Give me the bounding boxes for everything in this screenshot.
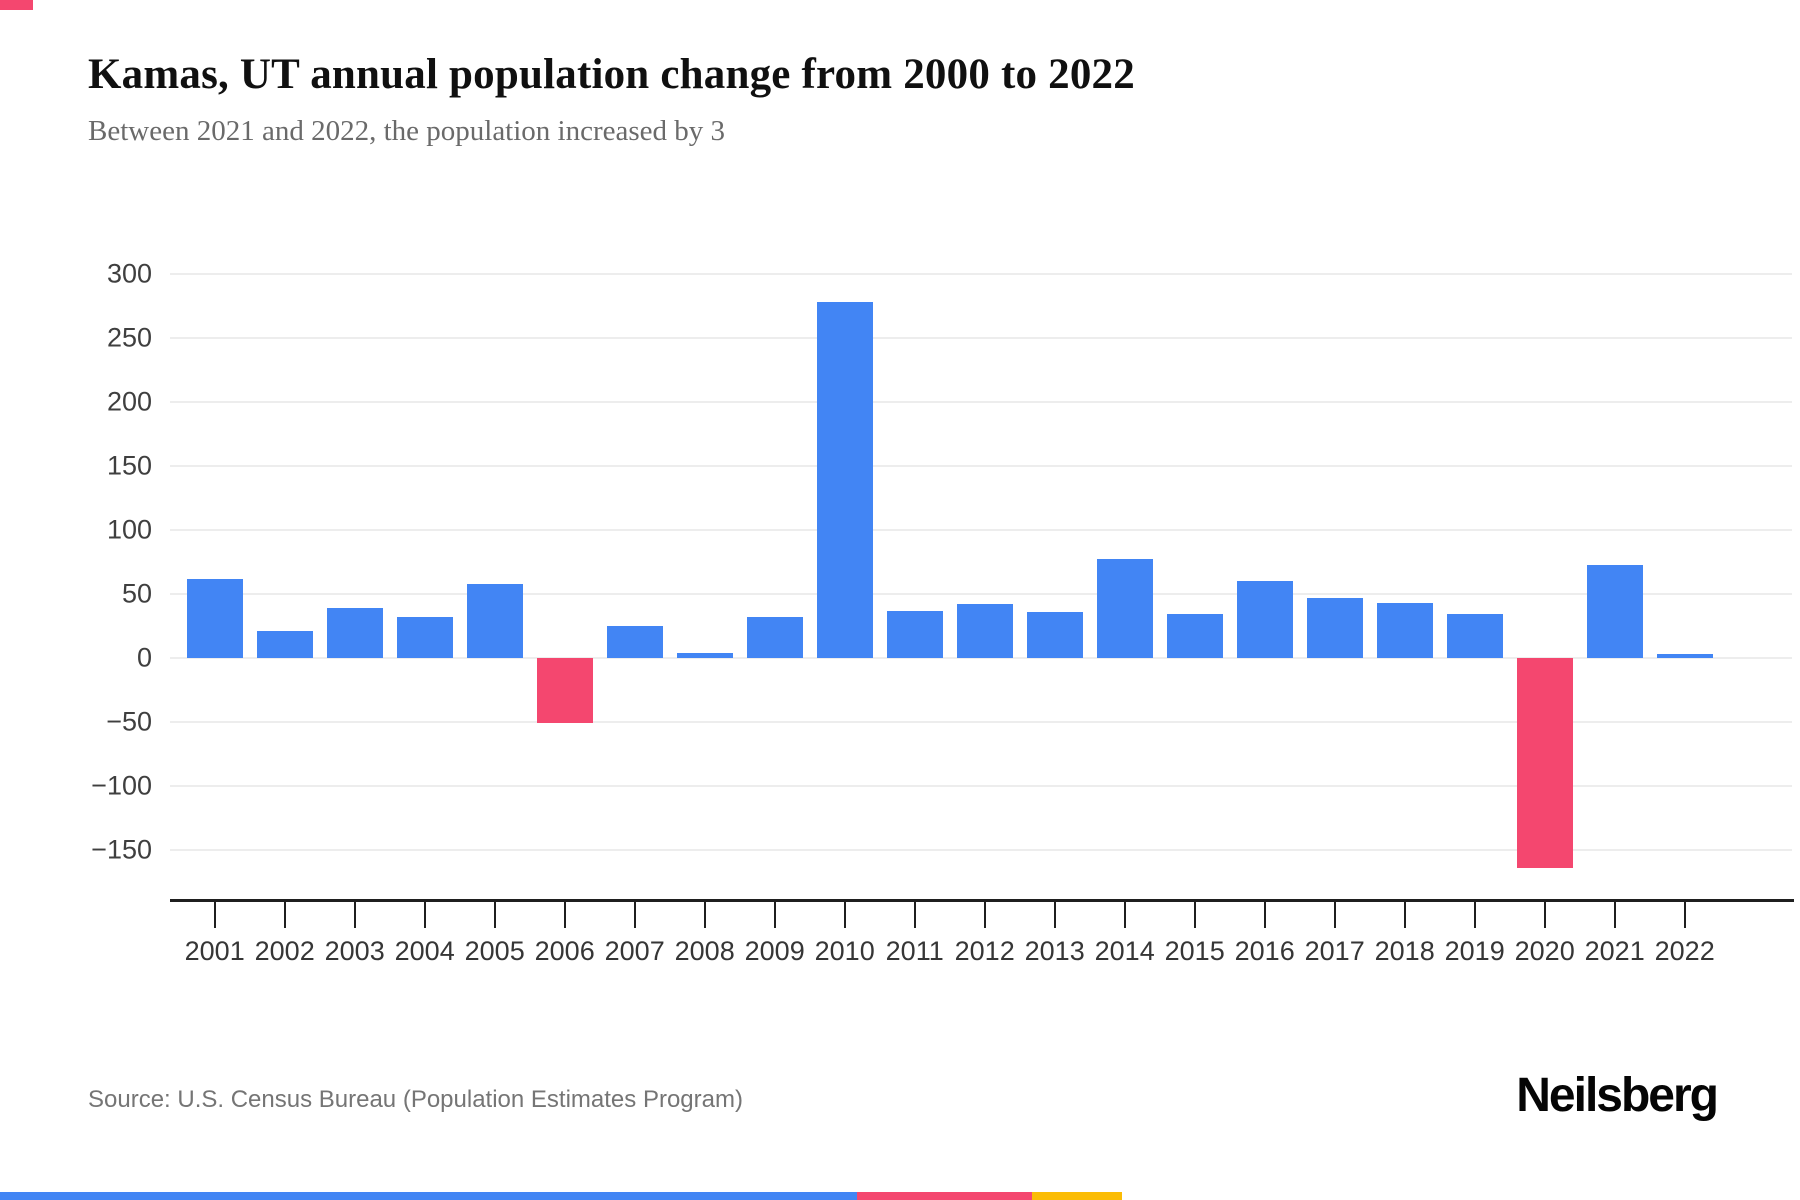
y-axis-tick-label-250: 250 [106,322,152,353]
x-axis-tick-2011 [913,901,916,928]
x-axis-tick-2022 [1683,901,1686,928]
x-axis-tick-label-2001: 2001 [184,936,245,966]
gridline--50 [170,721,1792,723]
x-axis-tick-label-2011: 2011 [885,936,944,966]
bar-2002[interactable] [256,631,313,658]
x-axis-tick-label-2020: 2020 [1514,936,1575,966]
x-axis-tick-2010 [843,901,846,928]
y-axis-tick-label-200: 200 [106,386,152,417]
top-left-brand-fragment [0,0,33,10]
x-axis-tick-2009 [773,901,776,928]
x-axis-tick-2013 [1053,901,1056,928]
x-axis-tick-label-2004: 2004 [394,936,455,966]
x-axis-tick-2003 [353,901,356,928]
x-axis-tick-2019 [1473,901,1476,928]
bar-2012[interactable] [956,604,1013,658]
bar-2016[interactable] [1236,581,1293,658]
x-axis-tick-2008 [703,901,706,928]
neilsberg-logo: Neilsberg [1516,1069,1719,1122]
x-axis-tick-2007 [633,901,636,928]
x-axis-tick-label-2003: 2003 [324,936,385,966]
gridline-150 [170,465,1792,467]
bar-2004[interactable] [396,617,453,658]
x-axis-tick-label-2010: 2010 [814,936,875,966]
x-axis-tick-2002 [283,901,286,928]
x-axis-tick-label-2016: 2016 [1234,936,1295,966]
x-axis-tick-label-2022: 2022 [1654,936,1715,966]
x-axis-tick-2020 [1543,901,1546,928]
bar-2003[interactable] [326,608,383,658]
x-axis-tick-label-2021: 2021 [1584,936,1645,966]
x-axis-tick-label-2007: 2007 [604,936,665,966]
bar-2007[interactable] [606,626,663,658]
bar-2008[interactable] [676,652,733,658]
x-axis-tick-label-2002: 2002 [254,936,315,966]
x-axis-tick-label-2019: 2019 [1444,936,1505,966]
x-axis-tick-2021 [1613,901,1616,928]
x-axis-tick-2004 [423,901,426,928]
x-axis-tick-label-2015: 2015 [1164,936,1225,966]
gridline-300 [170,273,1792,275]
x-axis-tick-2006 [563,901,566,928]
bar-2005[interactable] [466,583,523,658]
x-axis-tick-2012 [983,901,986,928]
x-axis-tick-label-2006: 2006 [534,936,595,966]
page-title: Kamas, UT annual population change from … [88,51,1135,98]
gridline-250 [170,337,1792,339]
gridline--150 [170,849,1792,851]
x-axis-tick-2001 [213,901,216,928]
bar-2021[interactable] [1586,564,1643,658]
footer-brand-strip-segment-3 [1032,1192,1122,1200]
x-axis-tick-label-2018: 2018 [1374,936,1435,966]
bar-2001[interactable] [186,578,243,658]
x-axis-tick-label-2009: 2009 [744,936,805,966]
bar-2013[interactable] [1026,611,1083,658]
y-axis-tick-label-0: 0 [136,642,152,673]
bar-2009[interactable] [746,617,803,658]
x-axis-tick-label-2008: 2008 [674,936,735,966]
gridline-50 [170,593,1792,595]
source-note: Source: U.S. Census Bureau (Population E… [88,1086,743,1113]
x-axis-tick-label-2005: 2005 [464,936,525,966]
y-axis-tick-label-50: 50 [121,578,152,609]
gridline--100 [170,785,1792,787]
x-axis-tick-2014 [1123,901,1126,928]
bar-2011[interactable] [886,610,943,658]
bar-2006[interactable] [536,658,593,724]
x-axis-line [170,899,1794,902]
bar-2022[interactable] [1656,654,1713,658]
bar-2020[interactable] [1516,658,1573,868]
y-axis-tick-label--50: −50 [106,706,152,737]
x-axis-tick-2017 [1333,901,1336,928]
y-axis-tick-label-150: 150 [106,450,152,481]
x-axis-tick-2016 [1263,901,1266,928]
gridline-100 [170,529,1792,531]
x-axis-tick-label-2012: 2012 [954,936,1015,966]
gridline-0 [170,657,1792,659]
bar-2010[interactable] [816,302,873,658]
y-axis-tick-label--100: −100 [91,770,152,801]
x-axis-tick-2005 [493,901,496,928]
footer-brand-strip-segment-1 [0,1192,857,1200]
bar-2015[interactable] [1166,614,1223,658]
gridline-200 [170,401,1792,403]
x-axis-tick-label-2013: 2013 [1024,936,1085,966]
x-axis-tick-label-2017: 2017 [1304,936,1365,966]
bar-2018[interactable] [1376,602,1433,658]
x-axis-tick-2015 [1193,901,1196,928]
bar-2017[interactable] [1306,597,1363,658]
footer-brand-strip-segment-2 [857,1192,1032,1200]
y-axis-tick-label-100: 100 [106,514,152,545]
x-axis-tick-label-2014: 2014 [1094,936,1155,966]
x-axis-tick-2018 [1403,901,1406,928]
y-axis-tick-label--150: −150 [91,834,152,865]
y-axis-tick-label-300: 300 [106,258,152,289]
page-subtitle: Between 2021 and 2022, the population in… [88,115,726,147]
bar-2014[interactable] [1096,559,1153,658]
bar-2019[interactable] [1446,614,1503,658]
